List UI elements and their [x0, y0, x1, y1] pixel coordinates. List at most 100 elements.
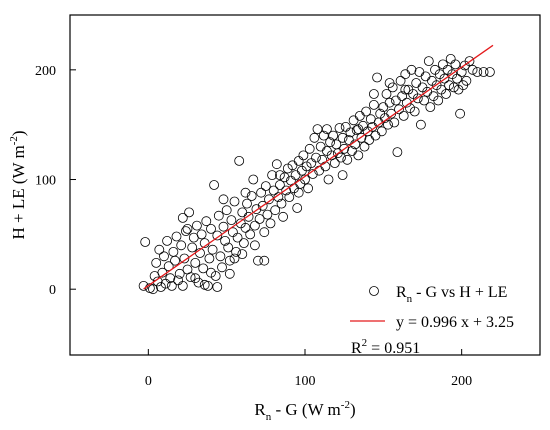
data-point	[168, 246, 179, 257]
data-point	[484, 67, 495, 77]
y-tick-label: 0	[49, 283, 56, 298]
data-point	[249, 220, 260, 231]
data-point	[234, 155, 245, 166]
data-point	[376, 126, 387, 137]
data-point	[455, 108, 466, 119]
data-point	[292, 203, 303, 213]
data-point	[224, 255, 235, 266]
data-point	[368, 100, 379, 110]
data-point	[390, 95, 401, 106]
data-point	[151, 257, 162, 268]
data-point	[354, 111, 365, 121]
x-tick-label: 0	[145, 374, 152, 389]
data-point	[191, 220, 202, 231]
data-point	[256, 187, 267, 198]
data-point	[353, 150, 364, 161]
data-point	[184, 207, 195, 218]
data-point	[318, 130, 329, 141]
r-squared-annotation: R2 = 0.951	[351, 337, 420, 357]
data-point	[461, 75, 472, 86]
data-point	[406, 64, 417, 75]
regression-line	[143, 44, 494, 290]
data-point	[353, 124, 364, 135]
data-point	[140, 237, 151, 247]
data-point	[270, 205, 281, 216]
data-point	[166, 280, 177, 291]
data-point	[231, 246, 242, 257]
data-points	[138, 54, 495, 295]
y-axis-title: H + LE (W m-2)	[8, 130, 28, 239]
data-point	[467, 64, 478, 75]
data-point	[400, 69, 411, 80]
data-point	[437, 59, 448, 70]
data-point	[257, 200, 268, 211]
data-point	[389, 117, 400, 128]
data-point	[185, 272, 196, 283]
data-point	[253, 255, 263, 266]
data-point	[212, 282, 223, 292]
data-point	[370, 130, 381, 141]
data-point	[448, 82, 459, 93]
data-point	[223, 242, 234, 253]
data-point	[342, 154, 353, 165]
data-point	[415, 119, 426, 130]
data-point	[171, 231, 182, 242]
data-point	[177, 212, 188, 223]
data-point	[262, 209, 273, 220]
data-point	[392, 147, 403, 158]
data-point	[364, 135, 375, 145]
data-point	[384, 78, 395, 88]
data-point	[329, 158, 340, 169]
data-point	[419, 95, 430, 106]
data-point	[249, 240, 260, 251]
x-tick-label: 100	[295, 374, 316, 389]
data-point	[240, 187, 251, 198]
data-point	[281, 185, 292, 196]
data-point	[274, 180, 285, 190]
data-point	[245, 229, 256, 240]
data-point	[271, 159, 282, 170]
data-point	[279, 172, 290, 183]
data-point	[138, 280, 149, 291]
data-point	[221, 205, 232, 216]
legend: Rn - G vs H + LE y = 0.996 x + 3.25 R2 =…	[350, 284, 514, 357]
data-point	[243, 211, 254, 222]
data-point	[237, 207, 248, 218]
data-point	[204, 253, 215, 264]
data-point	[293, 187, 304, 198]
data-point	[409, 106, 420, 117]
data-point	[278, 211, 289, 222]
data-point	[212, 230, 223, 241]
data-point	[226, 215, 237, 226]
data-point	[372, 72, 383, 83]
data-point	[464, 56, 475, 66]
data-point	[229, 253, 240, 264]
data-point	[264, 194, 274, 205]
data-point	[412, 93, 423, 104]
data-point	[321, 124, 332, 135]
data-point	[187, 242, 198, 253]
data-point	[207, 244, 218, 255]
data-point	[259, 227, 270, 238]
data-point	[400, 84, 411, 95]
axis-ticks: 0 100 200 0 100 200	[35, 64, 472, 389]
data-point	[420, 71, 431, 82]
data-point	[433, 95, 444, 106]
legend-marker-circle	[369, 286, 379, 296]
data-point	[439, 73, 450, 84]
data-point	[328, 130, 339, 141]
data-point	[154, 244, 165, 255]
data-point	[173, 275, 184, 286]
data-point	[356, 132, 367, 143]
data-point	[267, 170, 278, 181]
data-point	[238, 238, 249, 249]
data-point	[452, 73, 462, 84]
data-point	[246, 191, 257, 201]
data-point	[179, 253, 190, 264]
x-axis-title: Rn - G (W m-2)	[254, 399, 355, 423]
data-point	[441, 89, 451, 99]
data-point	[229, 196, 240, 207]
data-point	[444, 80, 455, 91]
data-point	[293, 155, 304, 166]
